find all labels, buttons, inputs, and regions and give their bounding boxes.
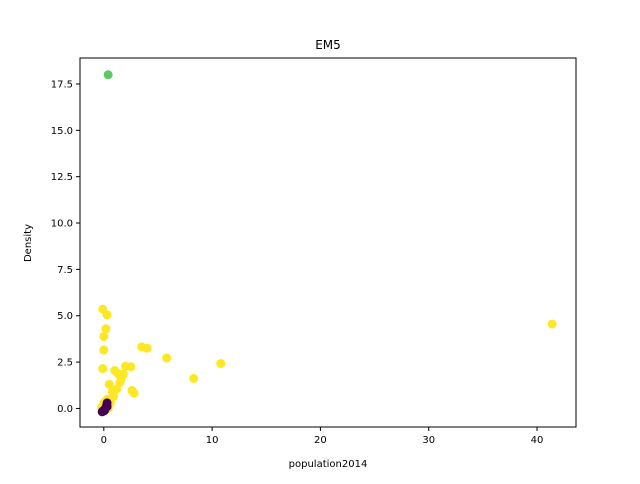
scatter-point [189,373,199,383]
y-axis: 0.0 2.5 5.0 7.5 10.0 12.5 15.0 17.5 [51,79,80,415]
chart-title: EM5 [315,38,341,52]
x-axis-label: population2014 [289,459,368,470]
scatter-point [142,343,152,353]
y-tick-label: 0.0 [57,404,73,415]
scatter-point [162,353,172,363]
scatter-point [116,374,126,384]
scatter-point [103,70,113,80]
y-tick-label: 15.0 [51,126,73,137]
scatter-point [102,402,112,412]
x-axis: 0 10 20 30 40 [101,427,544,446]
data-points [97,70,557,417]
x-tick-label: 30 [422,435,435,446]
scatter-point [547,319,557,329]
plot-frame [79,57,577,428]
scatter-point [99,345,109,355]
y-axis-label: Density [23,224,34,262]
y-tick-label: 12.5 [51,172,73,183]
x-tick-label: 0 [101,435,107,446]
scatter-point [216,359,226,369]
y-tick-label: 7.5 [57,265,73,276]
x-tick-label: 10 [206,435,219,446]
scatter-point [104,379,114,389]
scatter-point [107,387,117,397]
scatter-point [99,332,109,342]
scatter-point [120,361,130,371]
scatter-point [98,304,108,314]
x-tick-label: 40 [531,435,544,446]
y-tick-label: 17.5 [51,79,73,90]
y-tick-label: 10.0 [51,219,73,230]
x-tick-label: 20 [314,435,327,446]
scatter-point [98,364,108,374]
scatter-point [129,388,139,398]
scatter-point [101,324,111,334]
y-tick-label: 5.0 [57,311,73,322]
y-tick-label: 2.5 [57,358,73,369]
